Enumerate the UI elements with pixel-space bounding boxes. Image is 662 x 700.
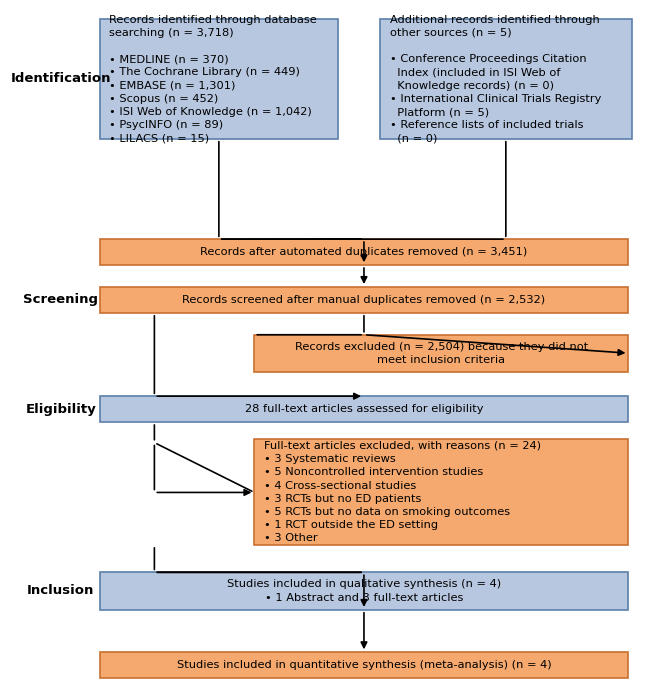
- Text: 28 full-text articles assessed for eligibility: 28 full-text articles assessed for eligi…: [245, 404, 483, 414]
- Text: Records after automated duplicates removed (n = 3,451): Records after automated duplicates remov…: [201, 247, 528, 257]
- FancyBboxPatch shape: [99, 287, 628, 313]
- Text: Identification: Identification: [11, 72, 111, 85]
- Text: Full-text articles excluded, with reasons (n = 24)
• 3 Systematic reviews
• 5 No: Full-text articles excluded, with reason…: [264, 441, 541, 543]
- Text: Inclusion: Inclusion: [27, 584, 95, 597]
- Text: Screening: Screening: [23, 293, 99, 307]
- FancyBboxPatch shape: [99, 652, 628, 678]
- Text: Records excluded (n = 2,504) because they did not
meet inclusion criteria: Records excluded (n = 2,504) because the…: [295, 342, 588, 365]
- FancyBboxPatch shape: [99, 239, 628, 265]
- FancyBboxPatch shape: [254, 335, 628, 372]
- Text: Studies included in quantitative synthesis (meta-analysis) (n = 4): Studies included in quantitative synthes…: [177, 660, 551, 670]
- Text: Records identified through database
searching (n = 3,718)

• MEDLINE (n = 370)
•: Records identified through database sear…: [109, 15, 317, 144]
- Text: Studies included in qualitative synthesis (n = 4)
• 1 Abstract and 3 full-text a: Studies included in qualitative synthesi…: [227, 580, 501, 603]
- Text: Additional records identified through
other sources (n = 5)

• Conference Procee: Additional records identified through ot…: [390, 15, 601, 144]
- Text: Eligibility: Eligibility: [26, 402, 96, 416]
- FancyBboxPatch shape: [380, 20, 632, 139]
- FancyBboxPatch shape: [99, 20, 338, 139]
- Text: Records screened after manual duplicates removed (n = 2,532): Records screened after manual duplicates…: [183, 295, 545, 305]
- FancyBboxPatch shape: [254, 439, 628, 545]
- FancyBboxPatch shape: [99, 573, 628, 610]
- FancyBboxPatch shape: [99, 396, 628, 422]
